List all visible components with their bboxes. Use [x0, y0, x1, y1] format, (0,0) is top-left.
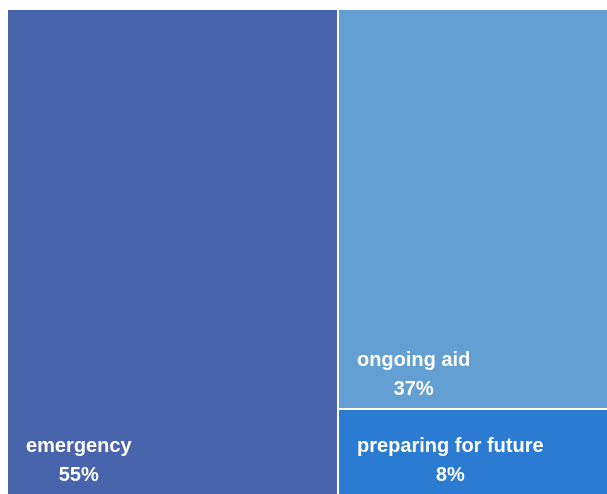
tile-preparing-for-future-value: 8% [435, 464, 465, 486]
tile-ongoing-aid: ongoing aid 37% [339, 10, 607, 408]
tile-preparing-for-future-name: preparing for future [357, 435, 544, 457]
tile-ongoing-aid-label: ongoing aid 37% [357, 346, 470, 404]
tile-preparing-for-future-label: preparing for future 8% [357, 432, 544, 490]
tile-emergency-label: emergency 55% [26, 432, 132, 490]
tile-ongoing-aid-name: ongoing aid [357, 349, 471, 371]
tile-preparing-for-future: preparing for future 8% [339, 410, 607, 494]
treemap-chart: emergency 55% ongoing aid 37% preparing … [8, 10, 607, 494]
tile-emergency-value: 55% [58, 464, 99, 486]
tile-ongoing-aid-value: 37% [393, 378, 434, 400]
tile-emergency-name: emergency [26, 435, 132, 457]
tile-emergency: emergency 55% [8, 10, 337, 494]
